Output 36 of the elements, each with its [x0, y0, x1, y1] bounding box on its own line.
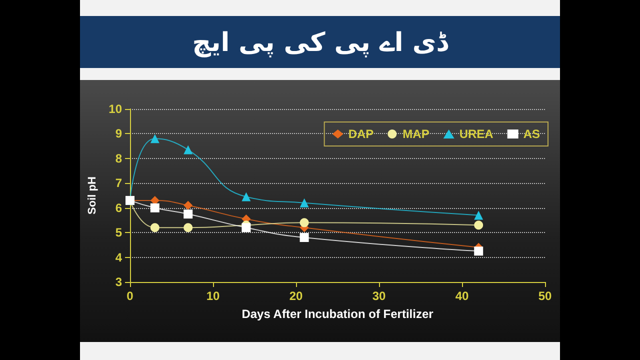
x-tick-label: 40 — [455, 289, 469, 303]
y-tick-label: 4 — [115, 250, 122, 264]
x-tick-label: 30 — [372, 289, 386, 303]
point — [242, 192, 251, 202]
point — [184, 223, 193, 232]
point — [242, 223, 251, 232]
point — [150, 134, 160, 144]
y-tick-label: 10 — [108, 102, 122, 116]
point — [300, 233, 309, 242]
x-axis-title: Days After Incubation of Fertilizer — [242, 307, 434, 321]
point — [300, 218, 309, 228]
point — [184, 210, 193, 219]
y-tick-label: 9 — [115, 126, 122, 141]
point — [474, 210, 484, 220]
point — [150, 223, 160, 232]
y-tick-label: 7 — [115, 176, 122, 190]
x-tick-label: 0 — [126, 289, 134, 303]
y-tick-label: 6 — [115, 200, 122, 215]
point — [184, 145, 193, 154]
chart-title: ڈی اے پی کی پی ایچ — [80, 16, 560, 68]
x-tick-label: 10 — [206, 289, 220, 303]
y-tick-label: 3 — [115, 275, 122, 289]
point — [184, 200, 193, 210]
point — [474, 246, 484, 256]
legend-label: DAP — [348, 127, 374, 141]
y-tick-label: 8 — [115, 151, 122, 166]
legend-label: AS — [523, 127, 540, 141]
x-tick-label: 50 — [538, 289, 552, 303]
legend-label: UREA — [459, 127, 494, 141]
y-tick-label: 5 — [115, 226, 122, 240]
y-axis-title: Soil pH — [86, 176, 98, 214]
x-tick-label: 20 — [289, 289, 303, 303]
legend-label: MAP — [402, 127, 430, 141]
point — [150, 203, 160, 212]
point — [474, 220, 484, 230]
point — [300, 198, 309, 208]
